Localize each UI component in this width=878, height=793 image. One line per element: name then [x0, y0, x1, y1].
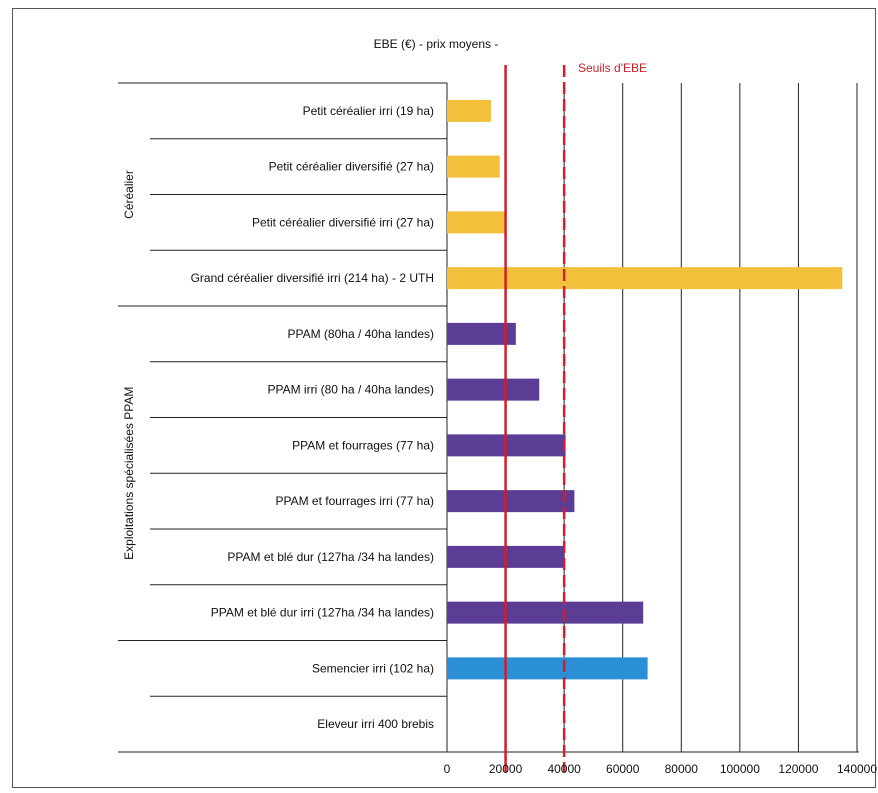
x-tick-label: 120000 — [778, 762, 818, 776]
x-tick-label: 0 — [444, 762, 451, 776]
category-label: Semencier irri (102 ha) — [312, 661, 434, 675]
x-tick-label: 140000 — [837, 762, 877, 776]
category-label: Petit céréalier diversifié (27 ha) — [269, 160, 434, 174]
bar — [447, 155, 500, 178]
bar — [447, 322, 516, 345]
category-label: PPAM irri (80 ha / 40ha landes) — [267, 383, 434, 397]
x-tick-label: 80000 — [665, 762, 699, 776]
bar — [447, 211, 506, 234]
group-label: Exploitations spécialisées PPAM — [122, 387, 136, 560]
x-tick-label: 40000 — [547, 762, 581, 776]
category-label: PPAM et fourrages irri (77 ha) — [275, 494, 434, 508]
chart-title: EBE (€) - prix moyens - — [374, 37, 499, 51]
chart-frame — [12, 8, 876, 788]
category-label: PPAM et blé dur irri (127ha /34 ha lande… — [211, 606, 434, 620]
category-label: PPAM et fourrages (77 ha) — [292, 438, 434, 452]
category-label: Grand céréalier diversifié irri (214 ha)… — [191, 271, 434, 285]
category-label: Eleveur irri 400 brebis — [317, 717, 434, 731]
group-label: Céréalier — [122, 170, 136, 219]
bar — [447, 490, 575, 513]
x-tick-label: 60000 — [606, 762, 640, 776]
threshold-label: Seuils d'EBE — [578, 61, 647, 75]
bar — [447, 99, 491, 122]
x-tick-label: 20000 — [489, 762, 523, 776]
category-label: Petit céréalier diversifié irri (27 ha) — [252, 215, 434, 229]
bar — [447, 378, 540, 401]
x-tick-label: 100000 — [720, 762, 760, 776]
bar — [447, 601, 644, 624]
category-label: Petit céréalier irri (19 ha) — [303, 104, 434, 118]
category-label: PPAM et blé dur (127ha /34 ha landes) — [227, 550, 434, 564]
category-label: PPAM (80ha / 40ha landes) — [287, 327, 434, 341]
bar — [447, 657, 648, 680]
bar — [447, 267, 843, 290]
